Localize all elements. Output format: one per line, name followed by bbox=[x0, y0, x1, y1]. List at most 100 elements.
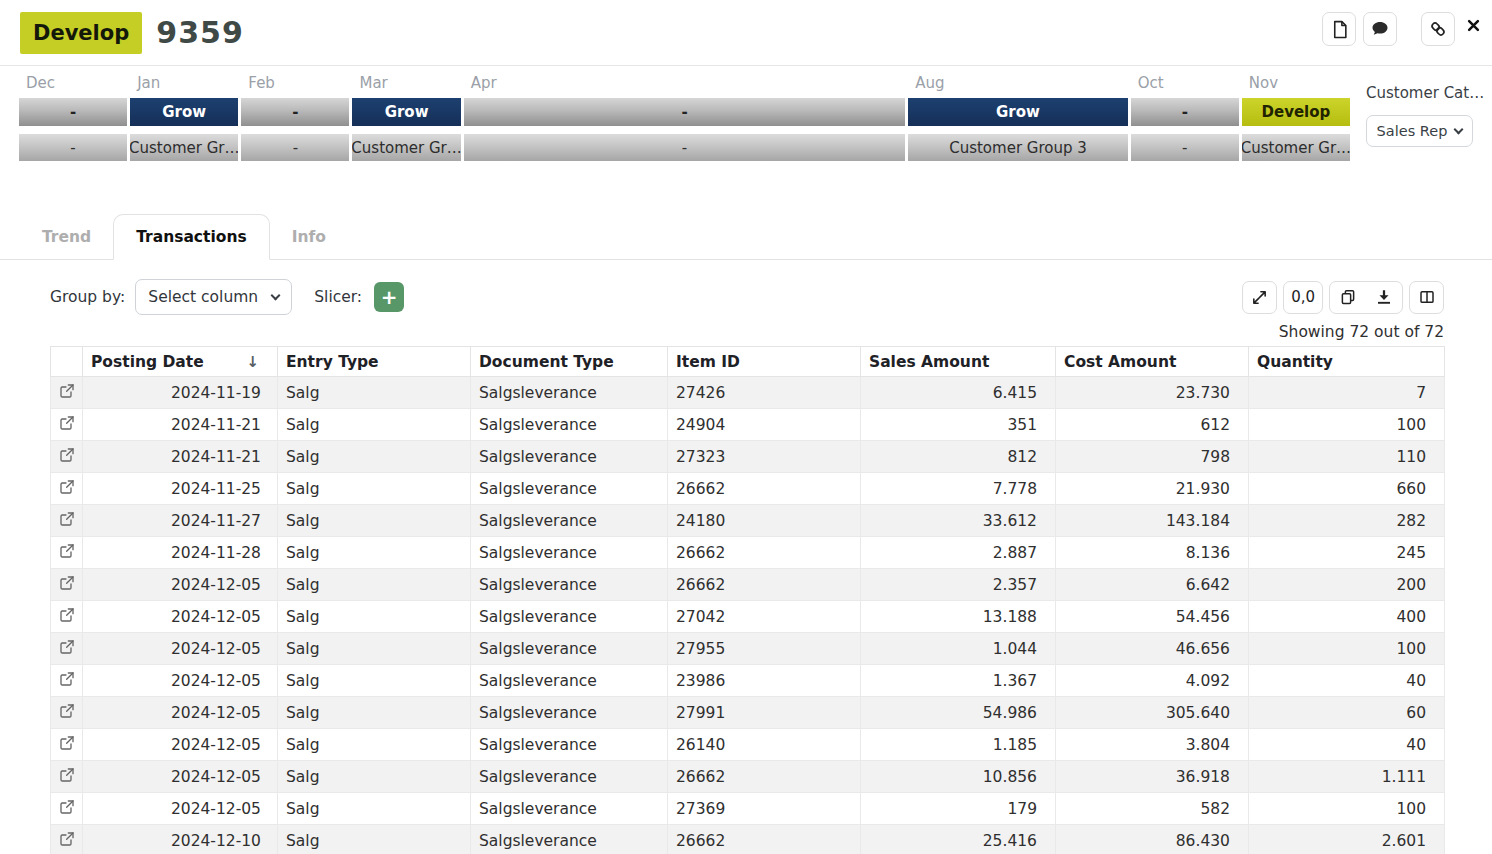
close-button[interactable] bbox=[1462, 14, 1484, 36]
row-open-button[interactable] bbox=[51, 633, 83, 665]
comment-button[interactable] bbox=[1363, 12, 1397, 46]
tab-info[interactable]: Info bbox=[270, 215, 348, 259]
comment-icon bbox=[1370, 19, 1390, 39]
row-open-button[interactable] bbox=[51, 505, 83, 537]
table-row: 2024-12-05SalgSalgsleverance261401.1853.… bbox=[51, 729, 1445, 761]
row-open-button[interactable] bbox=[51, 409, 83, 441]
column-header-icon bbox=[51, 347, 83, 377]
cell-document_type: Salgsleverance bbox=[471, 825, 668, 854]
external-link-icon bbox=[59, 767, 75, 783]
cell-document_type: Salgsleverance bbox=[471, 665, 668, 697]
cell-entry_type: Salg bbox=[278, 825, 471, 854]
cell-posting_date: 2024-12-05 bbox=[83, 697, 278, 729]
external-link-icon bbox=[59, 703, 75, 719]
timeline: DecJanFebMarAprAugOctNov -Grow-Grow-Grow… bbox=[19, 74, 1350, 161]
cell-cost_amount: 6.642 bbox=[1056, 569, 1249, 601]
phase-segment-neutral[interactable]: - bbox=[1131, 98, 1239, 126]
cell-posting_date: 2024-11-25 bbox=[83, 473, 278, 505]
row-open-button[interactable] bbox=[51, 601, 83, 633]
link-icon bbox=[1428, 19, 1448, 39]
row-open-button[interactable] bbox=[51, 473, 83, 505]
row-open-button[interactable] bbox=[51, 825, 83, 854]
cell-document_type: Salgsleverance bbox=[471, 409, 668, 441]
group-segment[interactable]: - bbox=[19, 134, 127, 161]
sortable-header: Posting Date↓ bbox=[91, 353, 269, 371]
row-open-button[interactable] bbox=[51, 729, 83, 761]
expand-button[interactable] bbox=[1242, 281, 1277, 314]
group-segment[interactable]: - bbox=[241, 134, 349, 161]
phase-segment-grow[interactable]: Grow bbox=[130, 98, 238, 126]
cell-sales_amount: 54.986 bbox=[861, 697, 1056, 729]
row-open-button[interactable] bbox=[51, 537, 83, 569]
phase-segment-grow[interactable]: Grow bbox=[908, 98, 1127, 126]
copy-button[interactable] bbox=[1330, 282, 1366, 313]
table-row: 2024-12-05SalgSalgsleverance239861.3674.… bbox=[51, 665, 1445, 697]
phase-segment-develop[interactable]: Develop bbox=[1242, 98, 1350, 126]
copy-icon bbox=[1339, 288, 1357, 306]
side-panel: Customer Cat… Sales Rep bbox=[1366, 84, 1484, 147]
coords-button[interactable]: 0,0 bbox=[1283, 281, 1323, 314]
cell-quantity: 2.601 bbox=[1249, 825, 1445, 854]
phase-segment-neutral[interactable]: - bbox=[241, 98, 349, 126]
cell-entry_type: Salg bbox=[278, 377, 471, 409]
external-link-icon bbox=[59, 639, 75, 655]
cell-quantity: 60 bbox=[1249, 697, 1445, 729]
cell-entry_type: Salg bbox=[278, 505, 471, 537]
group-segment[interactable]: Customer Gr… bbox=[352, 134, 460, 161]
cell-document_type: Salgsleverance bbox=[471, 793, 668, 825]
group-segment[interactable]: Customer Gr… bbox=[130, 134, 238, 161]
month-label: Nov bbox=[1242, 74, 1350, 96]
column-header-posting_date[interactable]: Posting Date↓ bbox=[83, 347, 278, 377]
phase-segment-neutral[interactable]: - bbox=[464, 98, 906, 126]
sales-rep-select[interactable]: Sales Rep bbox=[1366, 115, 1473, 147]
phase-segment-grow[interactable]: Grow bbox=[352, 98, 460, 126]
group-segment[interactable]: Customer Gr… bbox=[1242, 134, 1350, 161]
row-count-status: Showing 72 out of 72 bbox=[50, 323, 1444, 341]
cell-sales_amount: 1.367 bbox=[861, 665, 1056, 697]
cell-entry_type: Salg bbox=[278, 601, 471, 633]
group-by-select-value: Select column bbox=[148, 288, 258, 306]
cell-item_id: 27323 bbox=[668, 441, 861, 473]
row-open-button[interactable] bbox=[51, 665, 83, 697]
download-icon bbox=[1375, 288, 1393, 306]
cell-cost_amount: 46.656 bbox=[1056, 633, 1249, 665]
timeline-phase-row: -Grow-Grow-Grow-Develop bbox=[19, 98, 1350, 126]
topbar-actions bbox=[1322, 12, 1484, 46]
tab-bar: TrendTransactionsInfo bbox=[0, 212, 1492, 260]
table-row: 2024-11-21SalgSalgsleverance249043516121… bbox=[51, 409, 1445, 441]
cell-cost_amount: 21.930 bbox=[1056, 473, 1249, 505]
cell-sales_amount: 25.416 bbox=[861, 825, 1056, 854]
group-segment[interactable]: Customer Group 3 bbox=[908, 134, 1127, 161]
cell-posting_date: 2024-11-28 bbox=[83, 537, 278, 569]
row-open-button[interactable] bbox=[51, 793, 83, 825]
columns-button[interactable] bbox=[1409, 281, 1444, 314]
row-open-button[interactable] bbox=[51, 569, 83, 601]
document-button[interactable] bbox=[1322, 12, 1356, 46]
row-open-button[interactable] bbox=[51, 697, 83, 729]
cell-posting_date: 2024-11-19 bbox=[83, 377, 278, 409]
timeline-section: DecJanFebMarAprAugOctNov -Grow-Grow-Grow… bbox=[0, 74, 1492, 194]
group-segment[interactable]: - bbox=[1131, 134, 1239, 161]
tab-trend[interactable]: Trend bbox=[20, 215, 113, 259]
external-link-icon bbox=[59, 607, 75, 623]
download-button[interactable] bbox=[1366, 282, 1402, 313]
cell-posting_date: 2024-12-05 bbox=[83, 569, 278, 601]
sort-desc-icon[interactable]: ↓ bbox=[246, 353, 269, 371]
row-open-button[interactable] bbox=[51, 441, 83, 473]
table-row: 2024-12-10SalgSalgsleverance2666225.4168… bbox=[51, 825, 1445, 854]
tab-transactions[interactable]: Transactions bbox=[113, 214, 270, 260]
row-open-button[interactable] bbox=[51, 377, 83, 409]
cell-cost_amount: 143.184 bbox=[1056, 505, 1249, 537]
cell-quantity: 400 bbox=[1249, 601, 1445, 633]
group-segment[interactable]: - bbox=[464, 134, 906, 161]
row-open-button[interactable] bbox=[51, 761, 83, 793]
link-button[interactable] bbox=[1421, 12, 1455, 46]
cell-document_type: Salgsleverance bbox=[471, 761, 668, 793]
cell-quantity: 660 bbox=[1249, 473, 1445, 505]
group-by-select[interactable]: Select column bbox=[135, 279, 292, 315]
add-slicer-button[interactable]: + bbox=[374, 282, 404, 312]
sales-rep-select-value: Sales Rep bbox=[1377, 123, 1448, 139]
phase-segment-neutral[interactable]: - bbox=[19, 98, 127, 126]
external-link-icon bbox=[59, 575, 75, 591]
transactions-table: Posting Date↓Entry TypeDocument TypeItem… bbox=[50, 346, 1445, 854]
